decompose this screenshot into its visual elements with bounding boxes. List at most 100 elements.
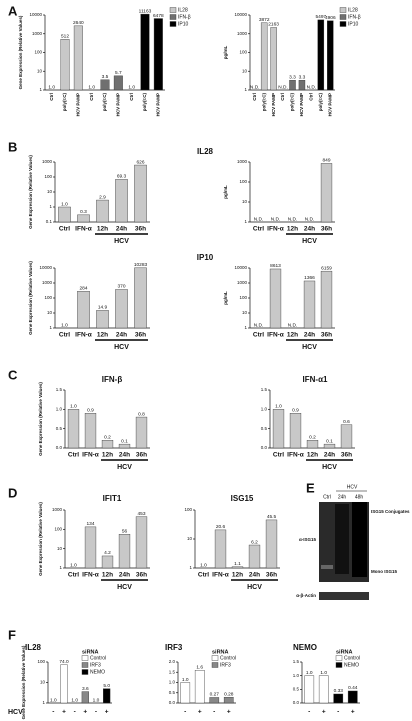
bar xyxy=(118,443,131,449)
value-label: 626 xyxy=(136,159,144,165)
value-label: 1.0 xyxy=(93,697,100,703)
bar xyxy=(340,424,353,449)
blot-group-label: HCV xyxy=(347,484,358,490)
group-label: HCV xyxy=(117,584,132,591)
row-label: HCV xyxy=(8,709,23,716)
value-label: N.D. xyxy=(254,216,264,222)
legend-swatch xyxy=(339,14,347,20)
x-tick-label: Ctrl xyxy=(280,93,285,101)
bar xyxy=(115,179,128,223)
bar xyxy=(135,516,148,569)
y-tick-label: 10000 xyxy=(39,265,52,270)
y-tick-label: 10 xyxy=(37,68,43,73)
x-tick-label: 12h xyxy=(287,332,298,339)
bar xyxy=(134,164,147,223)
legend-swatch xyxy=(81,662,89,668)
value-label: 453 xyxy=(137,511,145,517)
bar xyxy=(323,443,336,449)
value-label: N.D. xyxy=(278,84,288,90)
y-axis-label: Gene Expression (Relative Values) xyxy=(28,155,33,229)
legend-title: siRNA xyxy=(212,649,229,655)
chart-title: IRF3 xyxy=(165,643,183,652)
western-blot xyxy=(319,502,369,600)
x-tick-label: + xyxy=(227,709,231,716)
value-label: 1.0 xyxy=(306,670,313,676)
bar xyxy=(81,691,89,704)
y-tick-label: 1000 xyxy=(32,31,43,36)
x-tick-label: Ctrl xyxy=(309,93,314,101)
value-label: N.D. xyxy=(250,84,260,90)
bar xyxy=(153,18,163,91)
bar xyxy=(289,413,302,449)
x-tick-label: IFN-α xyxy=(75,332,92,339)
bar xyxy=(84,413,97,449)
x-tick-label: IFN-α xyxy=(267,332,284,339)
y-tick-label: 1 xyxy=(244,219,247,224)
value-label: 3872 xyxy=(259,17,270,23)
y-tick-label: 1 xyxy=(49,204,52,209)
legend-label: IP10 xyxy=(178,21,189,27)
x-tick-label: + xyxy=(322,709,326,716)
x-tick-label: 12h xyxy=(97,332,108,339)
y-axis-label: Gene Expression (Relative Values) xyxy=(28,261,33,335)
value-label: 1.0 xyxy=(128,84,135,90)
y-tick-label: 1 xyxy=(49,325,52,330)
bar xyxy=(320,163,333,223)
bar xyxy=(209,697,220,704)
blot-lane-label: 24h xyxy=(338,494,347,500)
bar xyxy=(304,675,315,704)
chart-title: NEMO xyxy=(293,643,317,652)
group-label: HCV xyxy=(302,344,317,351)
y-tick-label: 1 xyxy=(244,87,247,92)
value-label: 1.0 xyxy=(275,404,282,410)
x-tick-label: 12h xyxy=(102,452,113,459)
x-tick-label: poly(I:C) xyxy=(142,93,147,112)
x-tick-label: Ctrl xyxy=(68,572,79,579)
y-tick-label: 10 xyxy=(47,189,53,194)
x-tick-label: - xyxy=(95,709,97,716)
y-tick-label: 100 xyxy=(54,527,62,532)
bar xyxy=(134,267,147,329)
bar xyxy=(100,79,110,91)
legend-swatch xyxy=(169,14,177,20)
legend-swatch xyxy=(169,7,177,13)
chart-title: IP10 xyxy=(197,253,214,262)
group-label: HCV xyxy=(302,238,317,245)
x-tick-label: Ctrl xyxy=(49,93,54,101)
bar xyxy=(77,214,90,223)
x-tick-label: IFN-α xyxy=(82,452,99,459)
x-tick-label: - xyxy=(308,709,310,716)
y-tick-label: 10 xyxy=(187,536,193,541)
y-tick-label: 1 xyxy=(59,565,62,570)
value-label: 5497 xyxy=(315,14,326,20)
legend-label: Control xyxy=(344,655,360,661)
value-label: 8613 xyxy=(270,263,281,269)
y-tick-label: 1.0 xyxy=(56,407,63,412)
bar xyxy=(58,206,71,223)
legend-title: siRNA xyxy=(336,649,353,655)
y-tick-label: 10 xyxy=(242,199,248,204)
value-label: 0.27 xyxy=(210,692,220,698)
value-label: 6.2 xyxy=(251,539,258,545)
bar xyxy=(333,693,344,704)
value-label: 0.9 xyxy=(87,407,94,413)
bar xyxy=(103,688,111,704)
chart-title: IFN-β xyxy=(102,375,123,384)
value-label: 4906 xyxy=(325,15,336,21)
blot-lane-label: 48h xyxy=(355,494,364,500)
x-tick-label: IFN-α xyxy=(212,572,229,579)
x-tick-label: HCV PAMP xyxy=(299,93,304,116)
value-label: N.D. xyxy=(288,216,298,222)
x-tick-label: IFN-α xyxy=(267,226,284,233)
y-tick-label: 1 xyxy=(39,87,42,92)
legend-label: IP10 xyxy=(348,21,359,27)
legend-label: IFN-β xyxy=(348,14,361,20)
legend-title: siRNA xyxy=(82,649,99,655)
y-tick-label: 1000 xyxy=(237,31,248,36)
x-tick-label: IFN-α xyxy=(82,572,99,579)
x-tick-label: poly(I:C) xyxy=(318,93,323,112)
y-axis-label: pg/mL xyxy=(223,185,228,199)
value-label: 0.6 xyxy=(343,419,350,425)
value-label: 5.7 xyxy=(115,70,122,76)
